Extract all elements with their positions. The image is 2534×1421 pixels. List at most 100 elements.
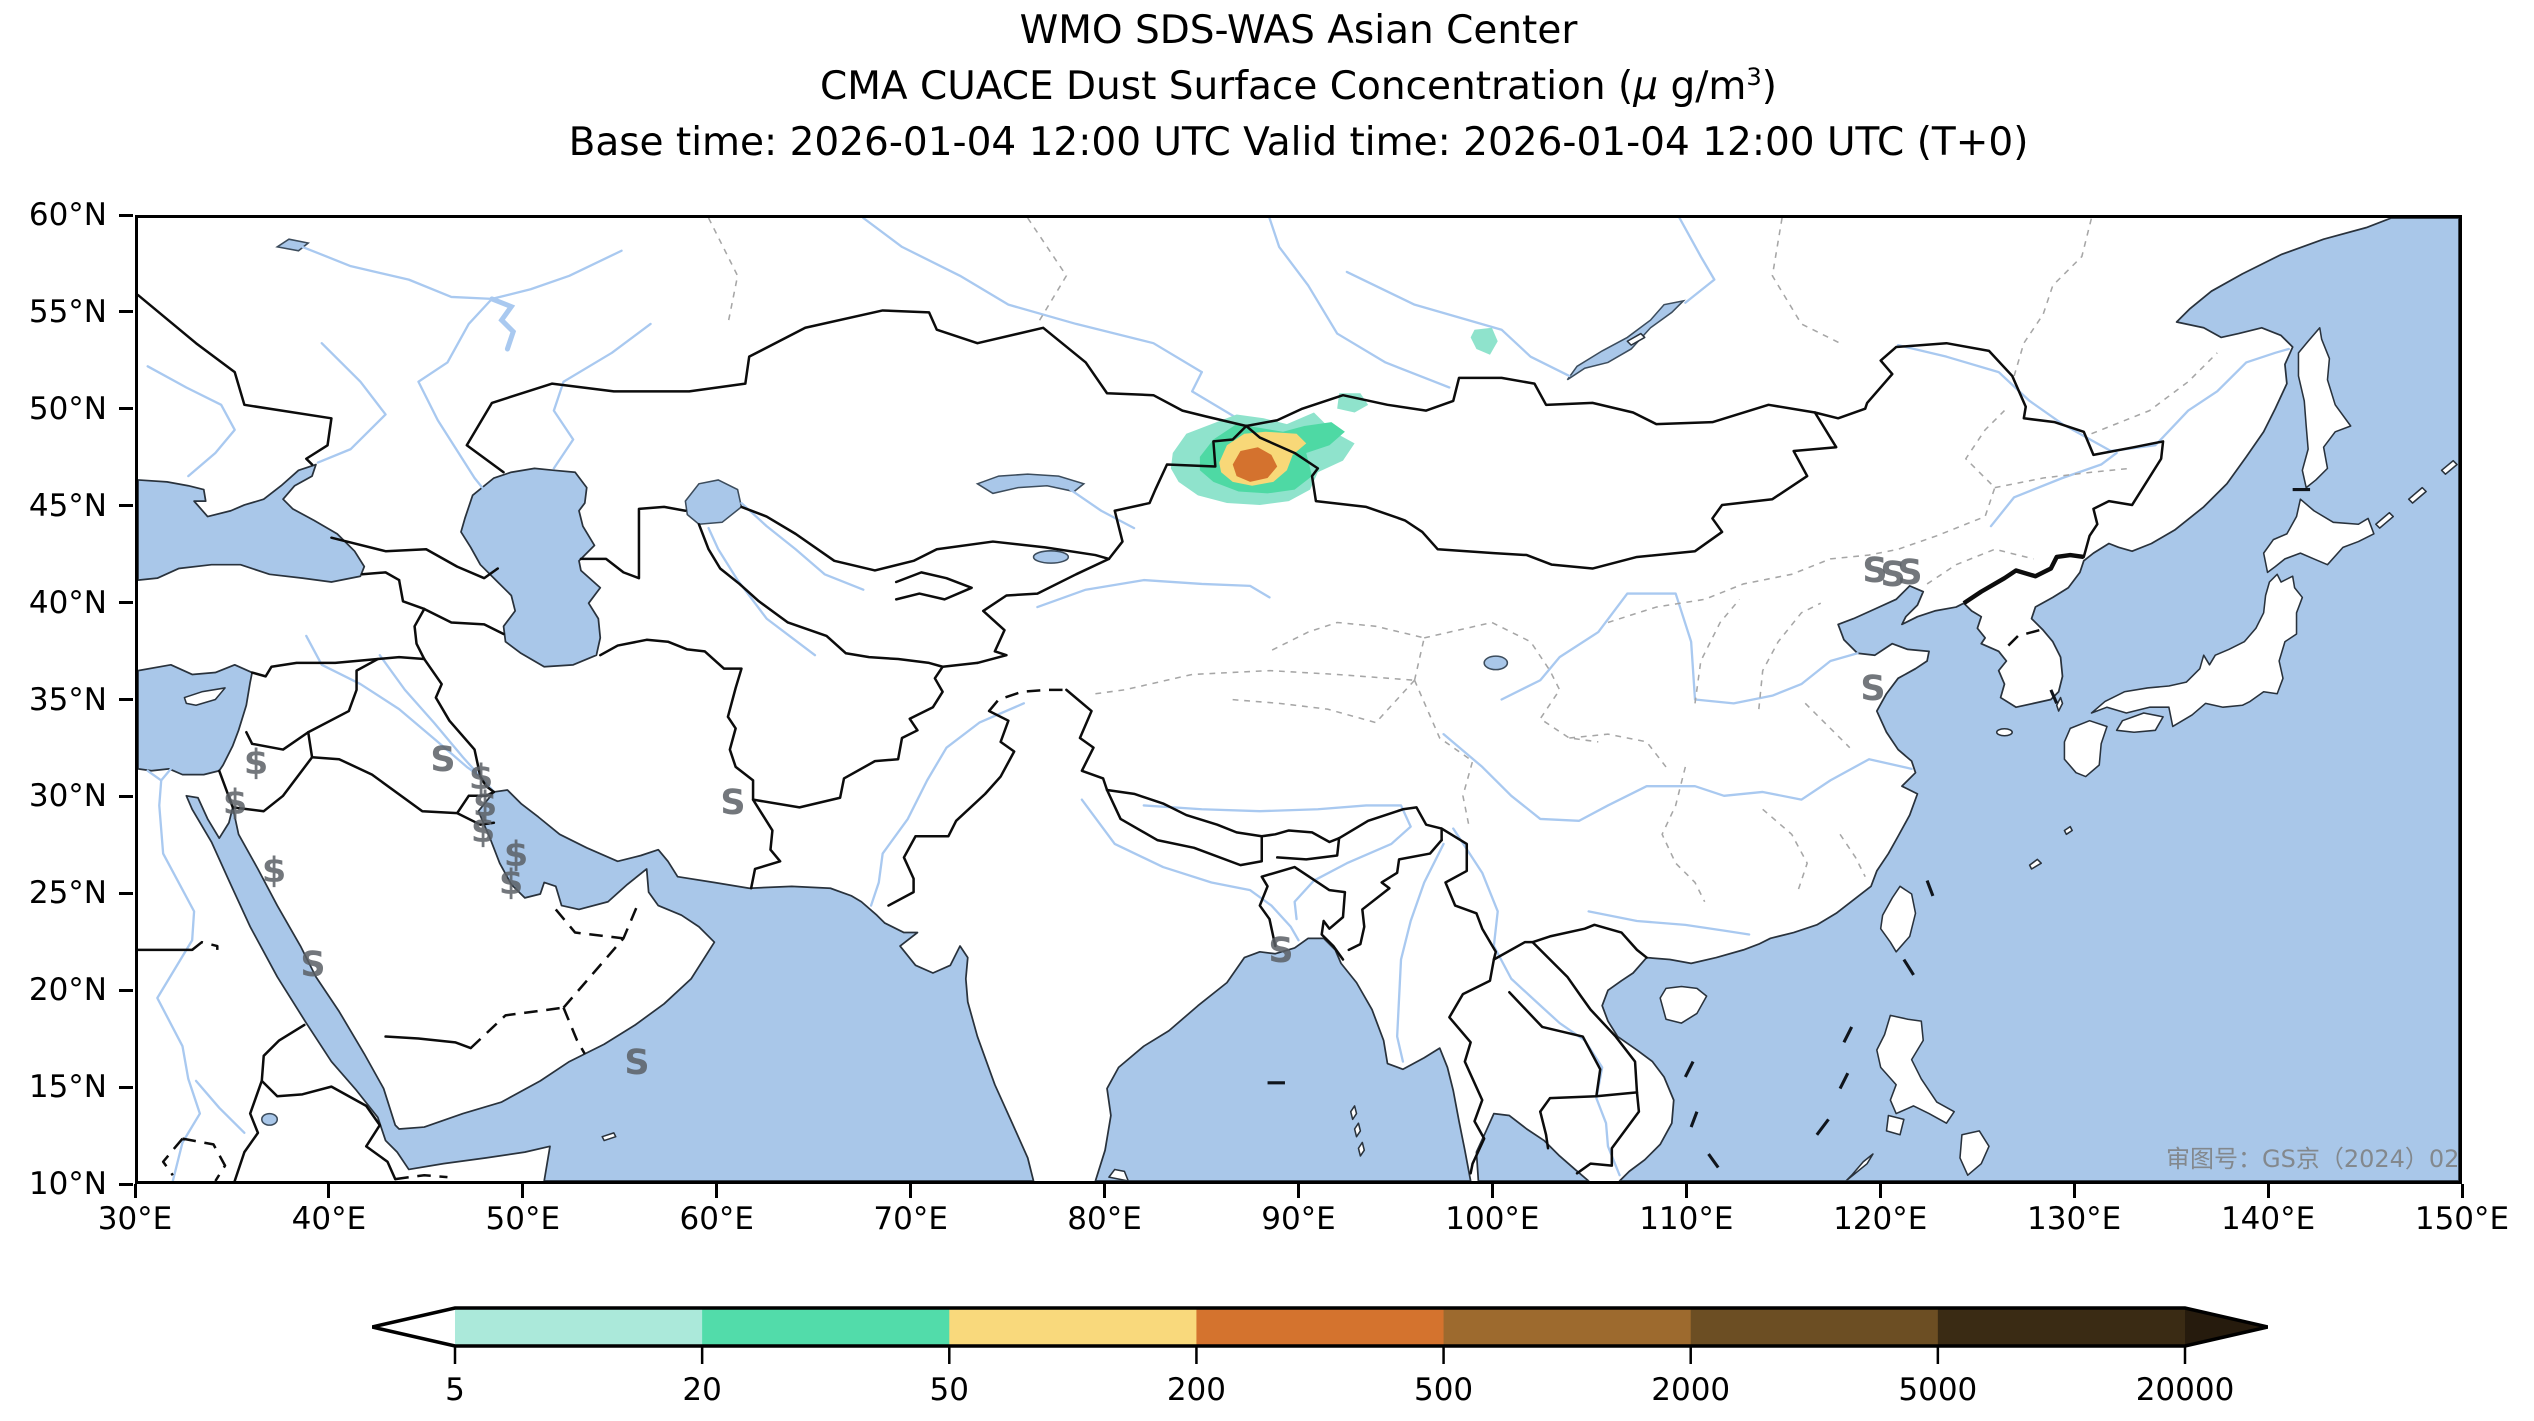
x-axis-tick-label: 80°E [1067,1201,1142,1237]
border-eritrea [260,1023,382,1127]
x-axis-tick-label: 40°E [291,1201,367,1237]
subtitle: CMA CUACE Dust Surface Concentration (μ … [135,63,2462,109]
rybinsk-reservoir [275,238,310,252]
station-symbol: $ [468,758,494,798]
x-axis-tick [1490,1184,1494,1198]
sakhalin [2297,327,2352,489]
border-bhutan-south [1275,836,1341,861]
y-axis-tick-label: 50°N [28,390,107,427]
arabian-sea-red-sea-persian-gulf [185,789,1035,1181]
colorbar-tick-label: 2000 [1651,1372,1731,1408]
border-syria-iraq [306,657,380,734]
euphrates-river [305,634,496,794]
kyushu [2063,719,2108,778]
y-axis-tick [119,601,133,605]
station-symbol: S [1862,551,1888,591]
station-symbol: $ [472,785,498,825]
x-axis-tick-label: 60°E [679,1201,755,1237]
jeju-island [1995,728,2013,737]
colorbar-tick-label: 50 [929,1372,969,1408]
dnieper-river [146,365,236,478]
mediterranean-sea [138,663,253,776]
border-laos-thailand [1508,991,1602,1098]
border-syria-jordan [250,730,310,751]
x-axis-tick-label: 70°E [873,1201,948,1237]
y-axis-tick [119,1085,133,1089]
border-jordan-saudi [231,730,314,813]
bay-of-bengal [1094,937,1472,1181]
border-iran-north-east [599,638,782,890]
y-axis-tick [119,891,133,895]
x-axis-tick-label: 130°E [2027,1201,2122,1237]
amu-darya [707,526,817,657]
border-bhutan-north [1260,829,1341,844]
don-river [316,342,387,464]
ural-river [552,322,652,470]
colorbar-tick-label: 5000 [1898,1372,1978,1408]
dust-plume-contours [1170,327,1498,505]
station-symbol: S [300,945,326,985]
station-symbol: $ [498,863,524,903]
border-china-india-east [1337,806,1443,842]
border-thai-myanmar [1448,958,1496,1175]
border-kashmir-dashed [988,688,1067,712]
maritime-dashes [1267,488,2311,1169]
station-symbol: $ [261,851,287,891]
kuril-islands [2375,459,2458,529]
border-russia-west [138,293,333,466]
x-axis-tick-label: 140°E [2220,1201,2316,1237]
station-symbol: $ [243,743,269,783]
station-symbol: $ [222,783,248,823]
dust-patch-northeast-2 [1470,327,1498,355]
y-axis-tick [119,698,133,701]
border-south-sudan-dashed [161,1137,227,1181]
x-axis-tick [327,1184,331,1198]
station-symbol: S [624,1043,650,1083]
y-axis-tick [119,213,133,217]
subtitle-exponent: 3 [1746,63,1762,91]
qinghai-lake [1483,655,1509,671]
colorbar-tick-label: 5 [445,1372,465,1408]
lake-issyk-kul [1032,550,1070,564]
mindoro [1885,1114,1905,1136]
x-axis-tick-label: 150°E [2414,1201,2510,1237]
border-ethiopia-djibouti [364,1123,397,1181]
colorbar-right-arrow [2185,1308,2268,1346]
x-axis-tick [1297,1184,1300,1198]
border-kazakh-turkmen [579,505,687,580]
x-axis-tick [133,1184,137,1198]
subtitle-text: CMA CUACE Dust Surface Concentration ( [820,64,1634,109]
olkhon-island [1626,332,1646,346]
border-egypt-israel [217,769,235,809]
border-india-myanmar [1347,838,1443,952]
mekong-river [1452,827,1621,1177]
tsushima [2055,696,2064,712]
country-borders [138,293,2165,1181]
irtysh-river [1190,370,1242,422]
kuibyshev-reservoir [489,296,517,352]
station-symbol: S [1268,931,1294,971]
x-axis-tick [715,1184,719,1198]
border-thai-cambodia [1539,1110,1550,1150]
subtitle-close: ) [1761,64,1777,109]
station-symbol: S [1897,553,1923,593]
x-axis-tick [2460,1184,2464,1198]
colorbar-tick-label: 20 [682,1372,722,1408]
tigris-river [378,654,482,778]
border-iraq-saudi-kuwait [310,756,496,826]
dust-contour-200 [1232,447,1278,482]
border-turkey-syria-iraq [250,655,426,678]
colorbar-segment [1443,1308,1692,1346]
blue-nile [194,1079,246,1135]
station-symbol: S [1860,669,1886,709]
border-mongolia-china [1245,411,1838,570]
sungari-river [1989,451,2118,528]
border-saudi-oman-uae-dashed [469,901,641,1055]
tarim-river [1036,578,1271,609]
mu-symbol: μ [1633,64,1659,109]
border-nepal-south [1105,788,1264,867]
y-axis-tick-label: 10°N [28,1166,107,1202]
border-russia-kazakhstan [465,309,1248,474]
colorbar-segment [1690,1308,1939,1346]
